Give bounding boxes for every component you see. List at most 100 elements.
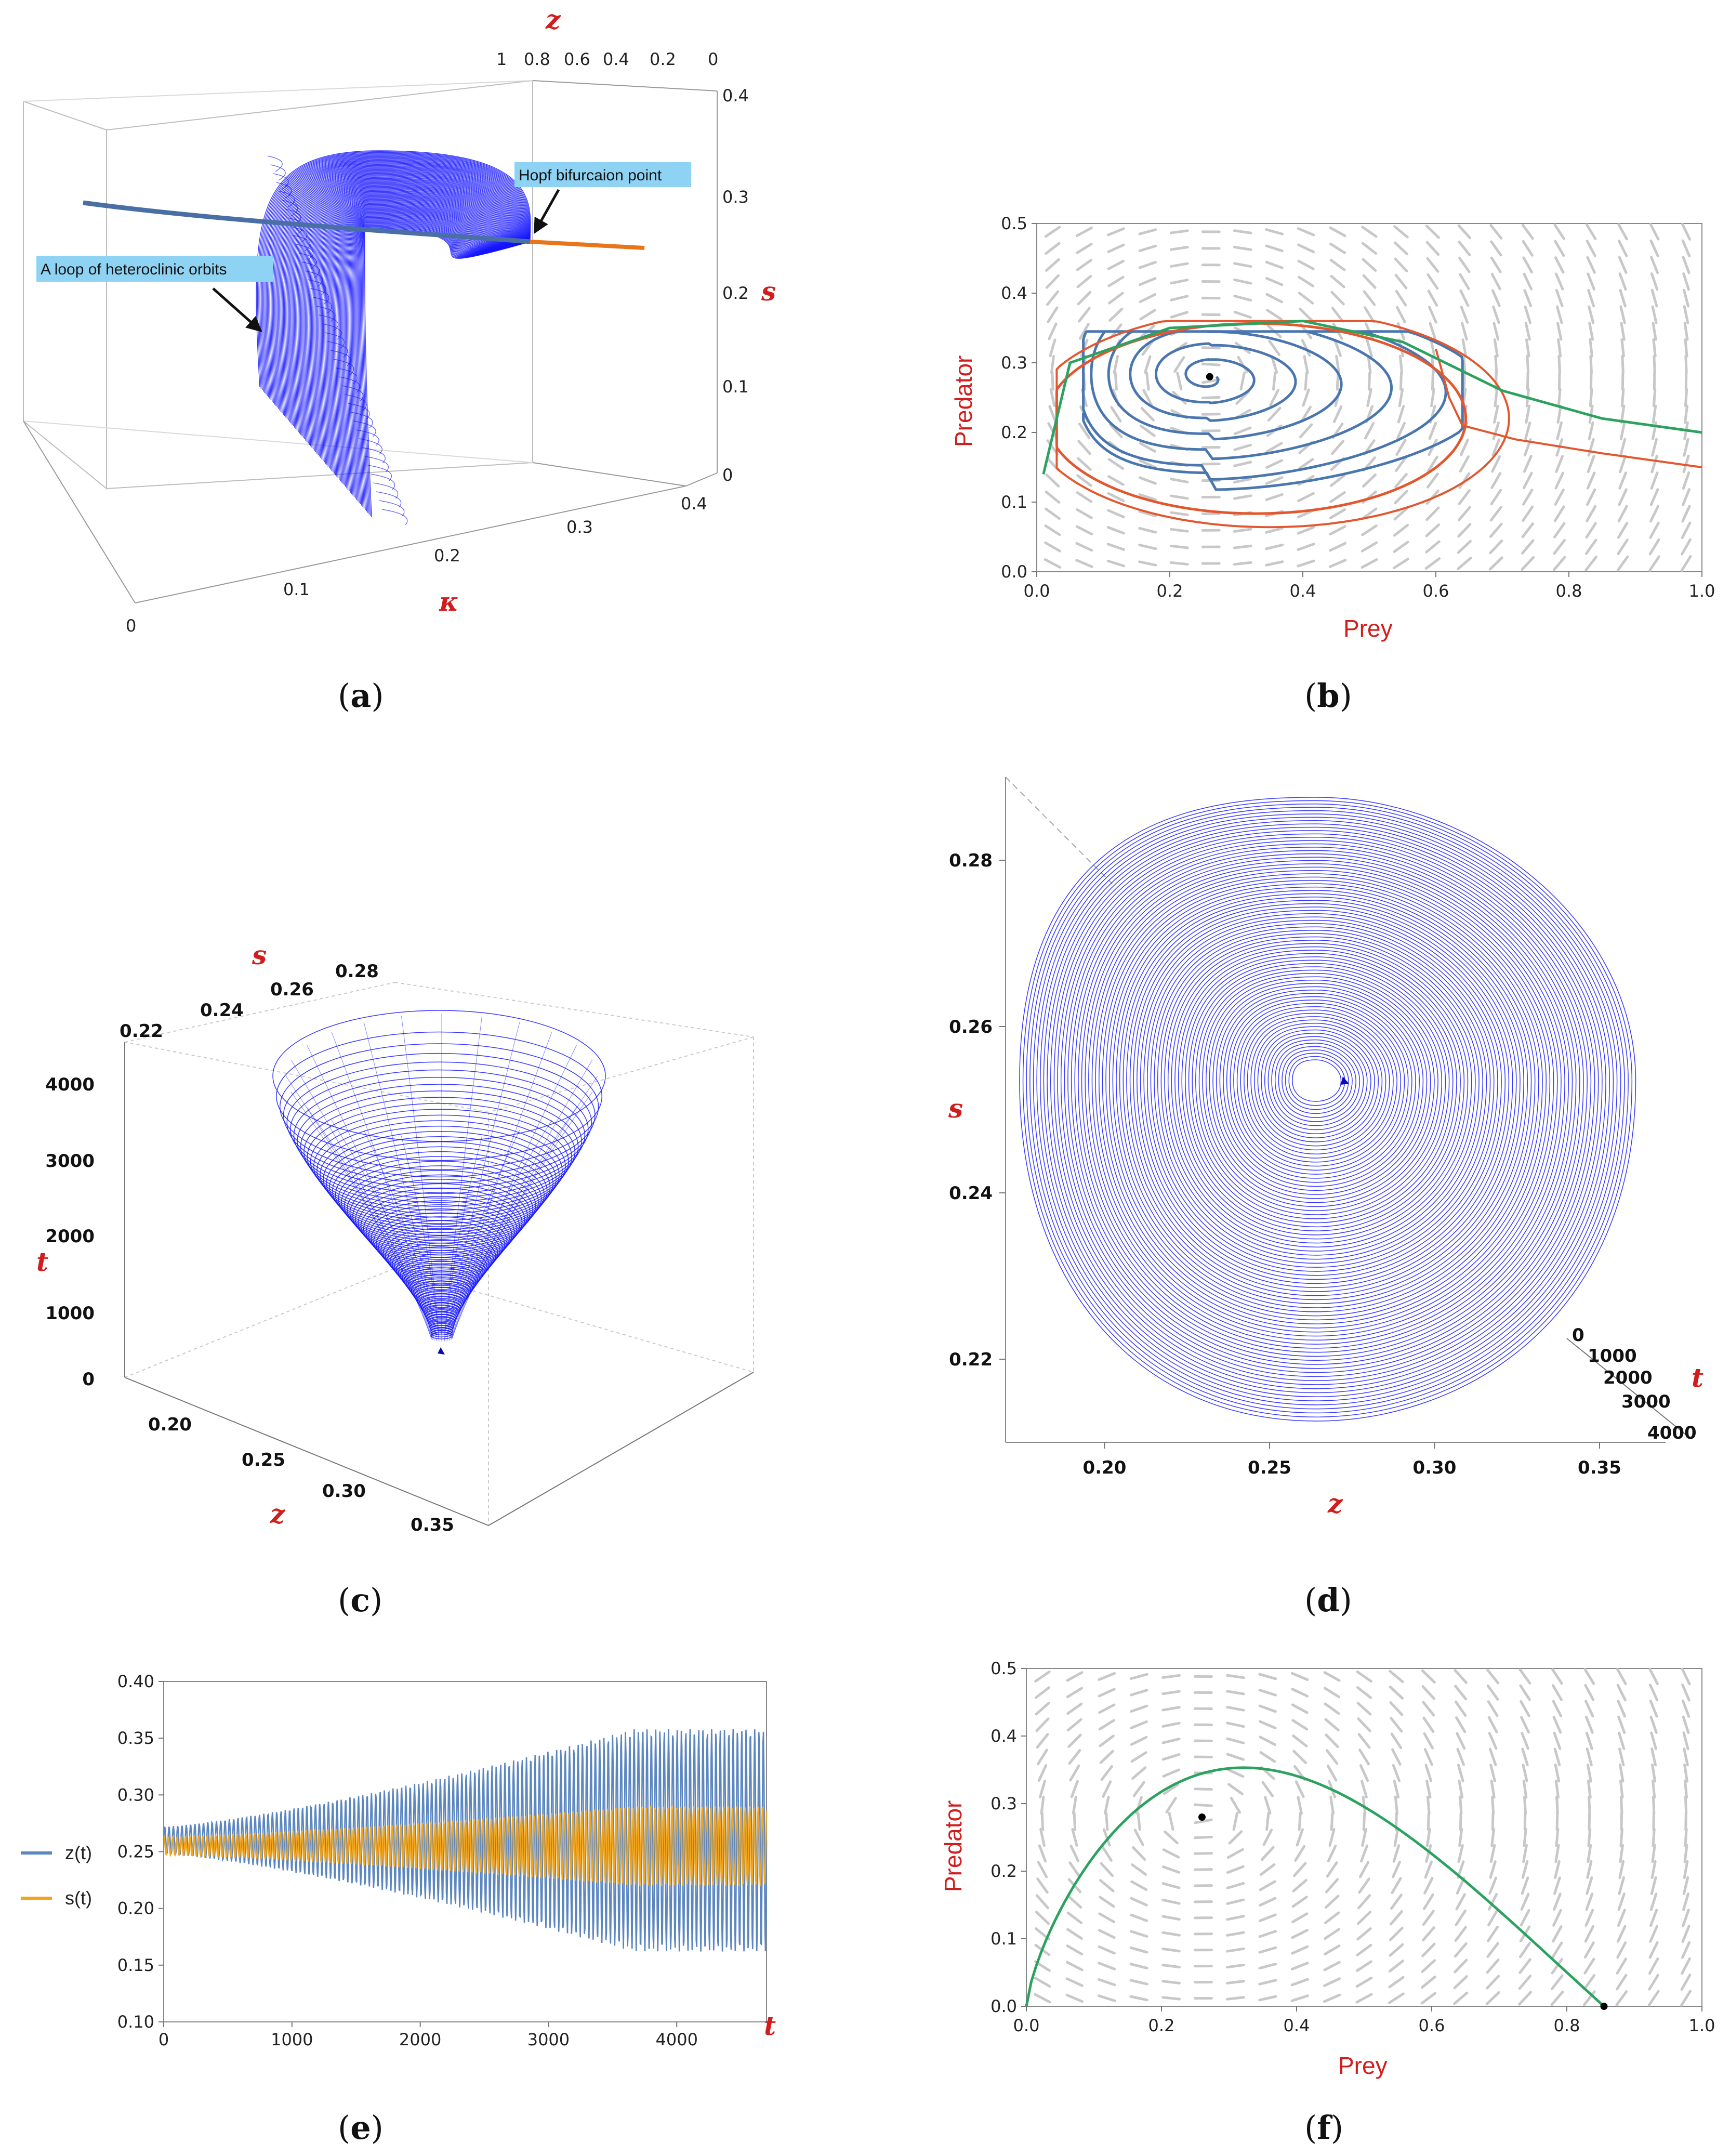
surface-line (282, 168, 531, 418)
vector-arrow (1427, 273, 1439, 290)
vector-arrow (1460, 322, 1468, 341)
surface-ring (381, 509, 408, 525)
spiral-loop (1282, 1049, 1353, 1114)
spiral-loop (1157, 929, 1487, 1260)
vector-arrow (1618, 272, 1627, 291)
vector-arrow (1164, 1830, 1179, 1845)
vector-arrow (1620, 1811, 1623, 1831)
vector-arrow (1233, 494, 1252, 500)
vector-arrow (1684, 404, 1689, 424)
vector-arrow (1078, 323, 1090, 340)
vector-arrow (1139, 424, 1156, 437)
panel-f: 0.0 0.2 0.4 0.6 0.8 1.0 0.0 0.1 0.2 0.3 0.4 0.5 Pre… (940, 1659, 1715, 2147)
vector-arrow (1076, 474, 1092, 487)
vector-arrow (1393, 1780, 1400, 1799)
caption-a: (a) (338, 677, 384, 715)
surface-meridian (451, 1092, 593, 1339)
surface-line (297, 179, 531, 437)
surface-line (337, 208, 531, 484)
left-branch-curve (83, 200, 531, 244)
vector-arrow (1424, 557, 1441, 570)
vector-arrow (1489, 1764, 1497, 1783)
vector-arrow (1107, 475, 1125, 486)
vector-arrow (1454, 1958, 1468, 1974)
vector-arrow (1557, 388, 1562, 407)
vector-arrow (1194, 1818, 1213, 1824)
x-tick-label: 0.8 (1556, 581, 1582, 601)
c-s-ticks: 0.22 0.24 0.26 0.28 s (120, 940, 379, 1042)
vector-arrow (1651, 1844, 1656, 1863)
vector-arrow (1553, 1876, 1561, 1895)
vector-arrow (1050, 354, 1055, 374)
caption-c: (c) (338, 1581, 382, 1619)
vector-arrow (1329, 508, 1346, 519)
vector-arrow (1099, 1750, 1114, 1764)
caption-b: (b) (1304, 677, 1352, 715)
vector-arrow (1492, 421, 1500, 440)
vector-arrow (1555, 289, 1564, 308)
vector-arrow (1300, 405, 1312, 423)
heteroclinic-label: A loop of heteroclinic orbits (41, 261, 227, 278)
vector-arrow (1649, 521, 1660, 539)
vector-arrow (1037, 1861, 1048, 1878)
vector-arrow (1485, 1991, 1500, 2006)
vector-arrow (1431, 354, 1435, 374)
vector-arrow (1078, 307, 1091, 323)
surface-line (346, 214, 531, 494)
vector-arrow (1430, 388, 1435, 407)
vector-arrow (1161, 1882, 1181, 1889)
x-tick-label: 1000 (271, 2030, 313, 2049)
vector-arrow (1650, 454, 1658, 474)
vector-arrow (1553, 1747, 1561, 1767)
vector-arrow (1323, 1993, 1341, 2003)
surface-ring (364, 456, 389, 472)
vector-arrow (1044, 226, 1061, 238)
a-s-tick: 0 (722, 465, 733, 485)
vector-arrow (1304, 371, 1308, 391)
surface-ring (379, 500, 405, 517)
vector-arrow (1526, 371, 1529, 391)
vector-arrow (1361, 507, 1378, 520)
vector-arrow (1523, 455, 1533, 473)
vector-arrow (1102, 1780, 1112, 1798)
surface-ring (398, 1253, 484, 1292)
vector-arrow (1114, 371, 1118, 391)
surface-line (347, 215, 531, 496)
vector-arrow (1362, 473, 1377, 488)
vector-arrow (1648, 1974, 1659, 1991)
surface-ring (356, 429, 379, 446)
vector-arrow (1066, 1944, 1084, 1956)
surface-meridian (363, 1021, 437, 1336)
x-tick-label: 0.8 (1554, 2016, 1580, 2035)
vector-arrow (1364, 306, 1375, 323)
vector-arrow (1684, 388, 1688, 407)
vector-arrow (1394, 472, 1408, 489)
vector-arrow (1265, 293, 1283, 304)
vector-arrow (1457, 540, 1472, 554)
vector-arrow (1487, 1925, 1499, 1942)
vector-arrow (1490, 240, 1502, 257)
spiral-loop (1102, 876, 1547, 1324)
f-xlabel: Prey (1338, 2052, 1388, 2079)
vector-arrow (1098, 1994, 1116, 2002)
x-tick-label: 0.6 (1419, 2016, 1445, 2035)
vector-arrow (1584, 1684, 1595, 1702)
vector-arrow (1359, 1844, 1369, 1863)
spiral-loop (1057, 833, 1595, 1377)
vector-arrow (1331, 307, 1344, 323)
vector-arrow (1620, 338, 1625, 358)
vector-arrow (1617, 521, 1629, 539)
surface-ring (387, 1235, 494, 1283)
vector-arrow (1265, 543, 1284, 550)
y-tick-label: 0.24 (949, 1183, 993, 1204)
surface-ring (279, 191, 295, 207)
surface-line (316, 192, 531, 458)
vector-arrow (1066, 1702, 1083, 1715)
x-tick-label: 0.0 (1013, 2016, 1040, 2035)
vector-arrow (1297, 259, 1315, 270)
vector-arrow (1259, 1897, 1277, 1907)
vector-arrow (1324, 1718, 1340, 1732)
vector-arrow (1098, 1945, 1116, 1955)
spiral-loop (1105, 880, 1543, 1321)
y-tick-label: 0.22 (949, 1349, 993, 1370)
